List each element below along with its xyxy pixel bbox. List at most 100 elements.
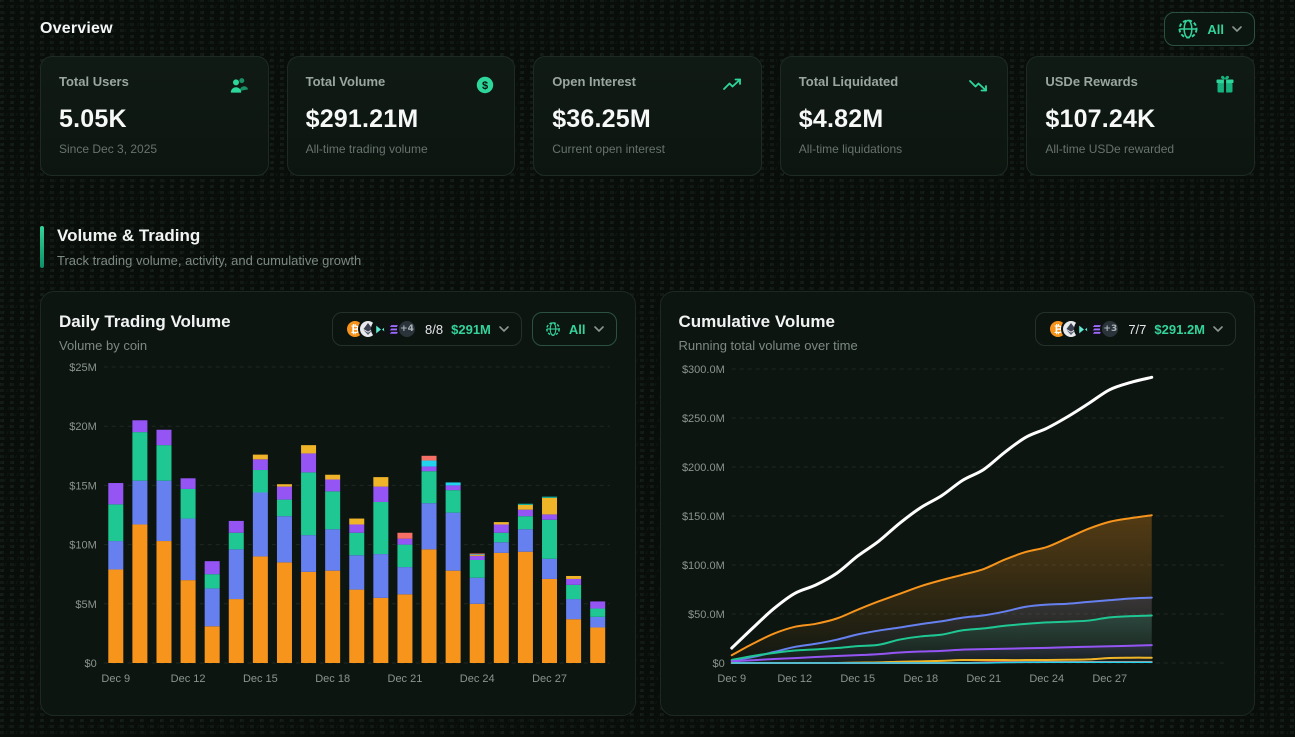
- bar-segment-yellow[interactable]: [373, 477, 389, 487]
- bar-segment-yellow[interactable]: [566, 575, 582, 579]
- bar-segment-purple[interactable]: [325, 479, 341, 492]
- bar-segment-blue[interactable]: [517, 529, 533, 552]
- bar-segment-red[interactable]: [421, 455, 437, 461]
- bar-segment-blue[interactable]: [590, 616, 606, 628]
- bar-segment-green[interactable]: [469, 559, 485, 578]
- bar-segment-yellow[interactable]: [542, 497, 558, 515]
- bar-segment-red[interactable]: [469, 553, 485, 555]
- bar-segment-yellow[interactable]: [325, 474, 341, 480]
- bar-segment-orange[interactable]: [132, 524, 148, 663]
- bar-segment-orange[interactable]: [252, 556, 268, 663]
- bar-segment-green[interactable]: [517, 516, 533, 530]
- bar-segment-orange[interactable]: [590, 627, 606, 663]
- bar-segment-orange[interactable]: [349, 589, 365, 663]
- bar-segment-blue[interactable]: [180, 518, 196, 581]
- bar-segment-yellow[interactable]: [349, 518, 365, 525]
- bar-segment-purple[interactable]: [397, 538, 413, 545]
- bar-segment-purple[interactable]: [542, 514, 558, 520]
- bar-segment-green[interactable]: [445, 490, 461, 513]
- bar-segment-blue[interactable]: [132, 480, 148, 525]
- bar-segment-blue[interactable]: [349, 555, 365, 590]
- bar-segment-orange[interactable]: [445, 570, 461, 663]
- bar-segment-blue[interactable]: [108, 541, 124, 570]
- bar-segment-blue[interactable]: [566, 599, 582, 620]
- bar-segment-purple[interactable]: [349, 524, 365, 533]
- bar-segment-purple[interactable]: [180, 478, 196, 489]
- daily-coin-selector[interactable]: ₿ +4 8/8: [332, 312, 522, 346]
- bar-segment-purple[interactable]: [301, 453, 317, 473]
- bar-segment-blue[interactable]: [542, 558, 558, 579]
- bar-segment-teal[interactable]: [517, 503, 533, 505]
- bar-segment-yellow[interactable]: [252, 454, 268, 460]
- global-scope-filter[interactable]: All: [1164, 12, 1255, 46]
- bar-segment-orange[interactable]: [373, 597, 389, 663]
- bar-segment-yellow[interactable]: [493, 522, 509, 525]
- bar-segment-red[interactable]: [397, 532, 413, 539]
- bar-segment-blue[interactable]: [325, 529, 341, 571]
- bar-segment-purple[interactable]: [204, 561, 220, 575]
- bar-segment-orange[interactable]: [469, 603, 485, 663]
- bar-segment-blue[interactable]: [373, 554, 389, 598]
- bar-segment-orange[interactable]: [542, 578, 558, 663]
- bar-segment-purple[interactable]: [493, 524, 509, 533]
- bar-segment-orange[interactable]: [301, 571, 317, 663]
- bar-segment-blue[interactable]: [445, 512, 461, 571]
- bar-segment-blue[interactable]: [397, 567, 413, 595]
- bar-segment-green[interactable]: [325, 491, 341, 530]
- bar-segment-purple[interactable]: [517, 509, 533, 517]
- bar-segment-blue[interactable]: [421, 503, 437, 550]
- bar-segment-green[interactable]: [204, 574, 220, 589]
- bar-segment-cyan[interactable]: [421, 460, 437, 467]
- bar-segment-orange[interactable]: [276, 562, 292, 663]
- bar-segment-blue[interactable]: [252, 492, 268, 557]
- bar-segment-blue[interactable]: [156, 480, 172, 542]
- bar-segment-green[interactable]: [228, 532, 244, 550]
- bar-segment-cyan[interactable]: [469, 554, 485, 555]
- bar-segment-yellow[interactable]: [301, 445, 317, 454]
- bar-segment-green[interactable]: [132, 432, 148, 481]
- bar-segment-blue[interactable]: [493, 542, 509, 553]
- bar-segment-green[interactable]: [108, 504, 124, 542]
- bar-segment-orange[interactable]: [566, 619, 582, 663]
- bar-segment-yellow[interactable]: [276, 484, 292, 487]
- bar-segment-green[interactable]: [252, 470, 268, 493]
- bar-segment-purple[interactable]: [252, 459, 268, 471]
- bar-segment-green[interactable]: [421, 471, 437, 504]
- bar-segment-blue[interactable]: [204, 588, 220, 627]
- bar-segment-green[interactable]: [590, 608, 606, 617]
- bar-segment-orange[interactable]: [493, 552, 509, 663]
- bar-segment-green[interactable]: [276, 499, 292, 517]
- bar-segment-orange[interactable]: [517, 551, 533, 663]
- bar-segment-green[interactable]: [566, 584, 582, 600]
- bar-segment-purple[interactable]: [445, 485, 461, 491]
- cumulative-coin-selector[interactable]: ₿ +3 7/7: [1035, 312, 1236, 346]
- bar-segment-purple[interactable]: [228, 520, 244, 533]
- bar-segment-purple[interactable]: [566, 578, 582, 585]
- bar-segment-purple[interactable]: [132, 420, 148, 433]
- bar-segment-orange[interactable]: [421, 549, 437, 663]
- bar-segment-purple[interactable]: [421, 466, 437, 472]
- bar-segment-orange[interactable]: [397, 594, 413, 663]
- bar-segment-orange[interactable]: [180, 580, 196, 663]
- daily-scope-filter[interactable]: All: [531, 312, 617, 346]
- bar-segment-orange[interactable]: [228, 599, 244, 663]
- bar-segment-green[interactable]: [349, 532, 365, 556]
- bar-segment-purple[interactable]: [108, 483, 124, 505]
- bar-segment-blue[interactable]: [301, 535, 317, 572]
- bar-segment-purple[interactable]: [373, 486, 389, 502]
- bar-segment-green[interactable]: [156, 445, 172, 481]
- bar-segment-blue[interactable]: [276, 516, 292, 563]
- bar-segment-purple[interactable]: [276, 486, 292, 500]
- bar-segment-green[interactable]: [493, 532, 509, 543]
- bar-segment-orange[interactable]: [108, 569, 124, 663]
- bar-segment-yellow[interactable]: [469, 554, 485, 556]
- bar-segment-yellow[interactable]: [517, 504, 533, 510]
- bar-segment-green[interactable]: [180, 488, 196, 519]
- bar-segment-cyan[interactable]: [445, 482, 461, 486]
- bar-segment-teal[interactable]: [542, 496, 558, 498]
- bar-segment-orange[interactable]: [156, 541, 172, 663]
- bar-segment-blue[interactable]: [228, 549, 244, 600]
- bar-segment-green[interactable]: [301, 472, 317, 536]
- daily-volume-chart[interactable]: $0 $5M $10M $15M $20M $25M Dec 9 Dec 12 Dec 15 De…: [59, 357, 617, 689]
- bar-segment-green[interactable]: [397, 544, 413, 568]
